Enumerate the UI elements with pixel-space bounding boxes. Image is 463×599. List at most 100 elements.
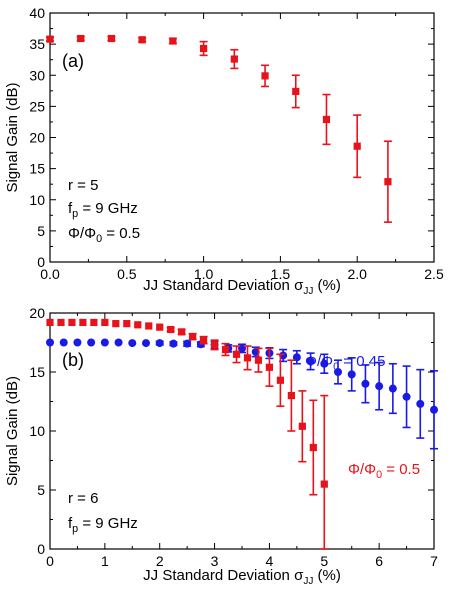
data-point <box>59 338 68 347</box>
data-point <box>230 55 238 63</box>
data-point <box>320 359 329 368</box>
x-tick-label: 2 <box>156 553 164 569</box>
data-point <box>320 480 328 488</box>
data-point <box>77 34 85 43</box>
annotation-text: fp = 9 GHz <box>68 515 138 535</box>
data-point <box>287 392 295 400</box>
y-tick-label: 0 <box>37 254 45 270</box>
data-point <box>261 72 269 80</box>
data-point <box>178 328 186 336</box>
data-point <box>156 323 164 331</box>
y-tick-label: 35 <box>29 36 45 52</box>
data-point <box>402 392 411 401</box>
y-tick-label: 10 <box>29 192 45 208</box>
data-point <box>430 405 438 414</box>
data-point <box>210 341 219 349</box>
annotation-text: r = 5 <box>68 177 98 194</box>
data-point <box>101 318 109 327</box>
x-tick-label: 0.5 <box>117 266 137 282</box>
data-point <box>384 178 392 186</box>
data-point <box>138 36 146 44</box>
data-point <box>254 356 263 364</box>
data-point <box>46 318 54 327</box>
data-point <box>292 353 301 362</box>
data-point <box>73 338 82 347</box>
y-tick-label: 40 <box>29 5 45 21</box>
data-point <box>87 338 96 347</box>
data-point <box>416 399 425 408</box>
data-point <box>309 443 317 452</box>
data-point <box>167 325 175 334</box>
x-tick-label: 4 <box>266 553 274 569</box>
data-point <box>306 357 315 366</box>
data-point <box>68 318 76 327</box>
data-point <box>232 350 241 358</box>
data-point <box>145 322 153 330</box>
data-point <box>375 382 384 391</box>
annotation-text: fp = 9 GHz <box>68 200 138 220</box>
data-point <box>276 376 284 384</box>
data-point <box>361 379 370 388</box>
data-point <box>243 354 252 362</box>
data-point <box>183 339 192 348</box>
annotation-text: r = 6 <box>68 490 98 507</box>
series-squares <box>46 34 392 223</box>
data-point <box>134 321 142 329</box>
data-point <box>388 384 397 393</box>
data-point <box>298 422 306 430</box>
x-tick-label: 5 <box>320 553 328 569</box>
data-point <box>200 44 208 53</box>
series-label: Φ/Φ0 = 0.45 <box>305 353 385 373</box>
data-point <box>112 320 120 328</box>
data-point <box>114 338 123 347</box>
panel-b-chart: 0 1 2 3 4 5 6 7 0 5 10 15 20 JJ Standard Deviation σJ… <box>4 305 438 587</box>
y-axis-label: Signal Gain (dB) <box>4 82 21 192</box>
data-point <box>353 142 361 150</box>
data-point <box>292 87 300 96</box>
data-point <box>57 318 65 327</box>
data-point <box>107 34 116 43</box>
data-point <box>265 363 274 371</box>
data-point <box>90 318 98 327</box>
data-point <box>169 339 178 348</box>
data-point <box>142 339 150 348</box>
data-point <box>200 336 208 344</box>
y-tick-label: 30 <box>29 67 45 83</box>
y-tick-label: 15 <box>29 161 45 177</box>
x-tick-label: 2.0 <box>347 266 367 282</box>
data-point <box>189 333 197 341</box>
x-axis-label: JJ Standard Deviation σJJ (%) <box>143 277 341 297</box>
x-tick-label: 3 <box>211 553 219 569</box>
data-point <box>128 339 137 348</box>
x-tick-label: 0.0 <box>40 266 60 282</box>
y-tick-label: 20 <box>29 130 45 146</box>
y-tick-label: 10 <box>29 423 45 439</box>
y-tick-label: 20 <box>29 305 45 321</box>
series-label: Φ/Φ0 = 0.5 <box>348 461 420 481</box>
x-tick-label: 1 <box>101 553 109 569</box>
y-tick-label: 15 <box>29 364 45 380</box>
x-tick-label: 1.0 <box>194 266 214 282</box>
data-point <box>123 320 131 328</box>
x-tick-label: 6 <box>375 553 383 569</box>
data-point <box>334 368 342 376</box>
x-tick-label: 7 <box>430 553 438 569</box>
series-squares <box>46 318 329 550</box>
x-tick-label: 2.5 <box>424 266 444 282</box>
y-tick-label: 25 <box>29 98 45 114</box>
data-point <box>347 370 356 379</box>
y-tick-label: 0 <box>37 541 45 557</box>
panel-label: (b) <box>62 350 84 370</box>
data-point <box>322 115 331 124</box>
data-point <box>79 318 87 327</box>
data-point <box>155 339 164 348</box>
data-point <box>46 35 54 43</box>
y-axis-label: Signal Gain (dB) <box>4 376 21 486</box>
x-axis-label: JJ Standard Deviation σJJ (%) <box>143 567 341 587</box>
panel-a-chart: 0.0 0.5 1.0 1.5 2.0 2.5 0 5 10 15 20 25 30 35 40 JJ Sta… <box>4 5 444 297</box>
data-point <box>46 338 54 347</box>
data-point <box>100 338 109 347</box>
data-point <box>221 345 230 354</box>
y-tick-label: 5 <box>37 482 45 498</box>
